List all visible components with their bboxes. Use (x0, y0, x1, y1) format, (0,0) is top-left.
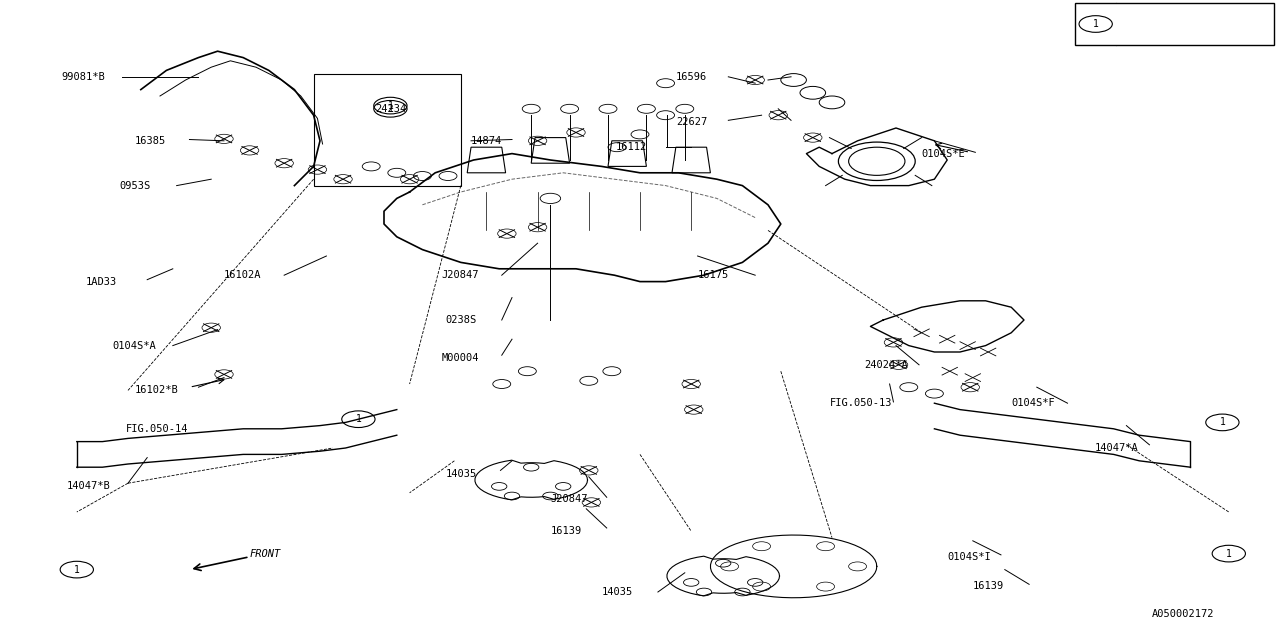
Text: 14874: 14874 (471, 136, 502, 146)
Text: FRONT: FRONT (250, 548, 280, 559)
Text: J20847: J20847 (442, 270, 479, 280)
Text: FIG.050-13: FIG.050-13 (829, 398, 892, 408)
Text: 1: 1 (1093, 19, 1098, 29)
Text: 1: 1 (356, 414, 361, 424)
Text: 1: 1 (1220, 417, 1225, 428)
Text: 14047*B: 14047*B (67, 481, 110, 492)
FancyBboxPatch shape (1075, 3, 1274, 45)
Text: 0104S*E: 0104S*E (922, 148, 965, 159)
Text: 16139: 16139 (973, 580, 1004, 591)
Text: 0104S*G: 0104S*G (1164, 19, 1210, 29)
Text: 16385: 16385 (134, 136, 165, 146)
Text: FIG.050-14: FIG.050-14 (125, 424, 188, 434)
Text: 0104S*I: 0104S*I (947, 552, 991, 562)
Text: A050002172: A050002172 (1152, 609, 1215, 620)
Text: 14035: 14035 (445, 468, 476, 479)
Text: J20847: J20847 (550, 494, 588, 504)
Text: 0238S: 0238S (445, 315, 476, 325)
Text: 16102A: 16102A (224, 270, 261, 280)
Text: 0104S*A: 0104S*A (113, 340, 156, 351)
Text: 0104S*F: 0104S*F (1011, 398, 1055, 408)
Text: 14035: 14035 (602, 587, 632, 597)
Text: 24234: 24234 (375, 104, 406, 114)
Text: 1AD33: 1AD33 (86, 276, 116, 287)
Text: M00004: M00004 (442, 353, 479, 364)
Text: 1: 1 (388, 104, 393, 114)
Text: 99081*B: 99081*B (61, 72, 105, 82)
Text: 1: 1 (1226, 548, 1231, 559)
Bar (314, 74, 461, 186)
Text: 0953S: 0953S (119, 180, 150, 191)
Text: 22627: 22627 (676, 116, 707, 127)
Text: 14047*A: 14047*A (1094, 443, 1138, 453)
Text: 16102*B: 16102*B (134, 385, 178, 396)
Text: 1: 1 (74, 564, 79, 575)
Text: 24024*A: 24024*A (864, 360, 908, 370)
Text: 16139: 16139 (550, 526, 581, 536)
Text: 16175: 16175 (698, 270, 728, 280)
Text: 16112: 16112 (616, 142, 646, 152)
Text: 16596: 16596 (676, 72, 707, 82)
Text: 1: 1 (388, 100, 393, 111)
